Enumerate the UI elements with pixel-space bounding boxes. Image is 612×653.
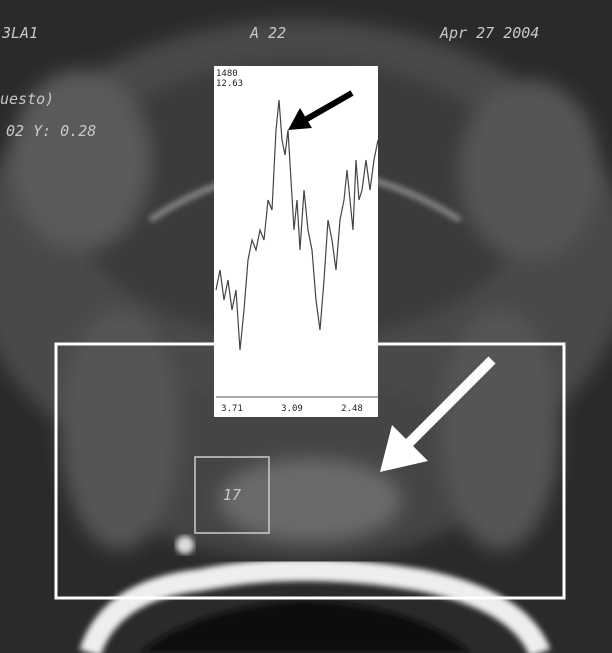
overlay-text: A 22 <box>249 24 286 42</box>
bright-spot <box>176 536 194 554</box>
x-tick-label: 2.48 <box>341 404 363 414</box>
x-tick-label: 3.71 <box>221 404 243 414</box>
spectrum-header: 1480 <box>216 69 238 79</box>
screenshot: 17 1480 12.63 3.71 3.09 2.48 3LA1 A 22 A… <box>0 0 612 653</box>
overlay-text: 02 Y: 0.28 <box>6 122 96 140</box>
x-tick-label: 3.09 <box>281 404 303 414</box>
overlay-text: uesto) <box>0 90 54 108</box>
overlay-text: 3LA1 <box>1 24 38 42</box>
overlay-text: Apr 27 2004 <box>439 24 539 42</box>
spectrum-header: 12.63 <box>216 79 243 89</box>
voxel-label: 17 <box>223 486 241 504</box>
